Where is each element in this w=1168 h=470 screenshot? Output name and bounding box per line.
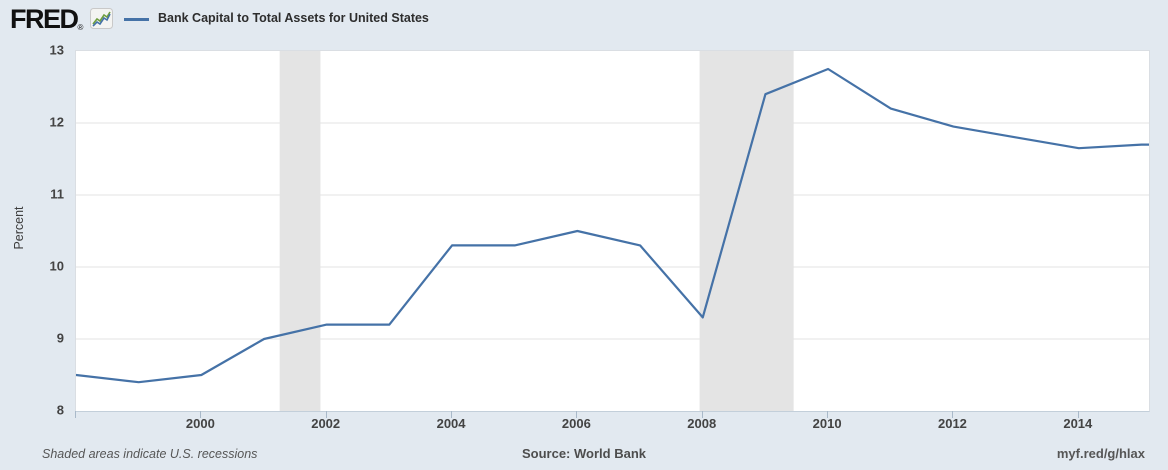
- x-tick-mark: [576, 411, 578, 418]
- recession-band: [279, 51, 321, 411]
- x-tick-mark: [1077, 411, 1079, 418]
- y-tick-label: 12: [49, 114, 64, 130]
- y-tick-label: 9: [56, 330, 64, 346]
- chart-title: Bank Capital to Total Assets for United …: [158, 11, 429, 25]
- x-tick-mark: [75, 411, 76, 418]
- y-tick-label: 8: [56, 402, 64, 418]
- fred-logo: FRED®: [10, 5, 83, 42]
- fred-logo-text: FRED: [10, 4, 79, 34]
- x-tick-mark: [827, 411, 829, 418]
- y-tick-label: 11: [50, 186, 64, 202]
- x-tick-mark: [952, 411, 954, 418]
- x-tick-label: 2006: [561, 416, 591, 431]
- recession-note: Shaded areas indicate U.S. recessions: [42, 447, 258, 461]
- permalink-text: myf.red/g/hlax: [1056, 446, 1145, 461]
- x-tick-label: 2012: [937, 416, 967, 431]
- line-chart: [76, 51, 1149, 411]
- x-tick-label: 2002: [311, 416, 341, 431]
- series-legend-dash: [124, 18, 149, 21]
- y-tick-label: 13: [49, 42, 64, 58]
- x-tick-label: 2014: [1063, 416, 1093, 431]
- x-tick-mark: [325, 411, 327, 418]
- x-tick-label: 2004: [436, 416, 466, 431]
- y-tick-label: 10: [49, 258, 64, 274]
- source-text: Source: World Bank: [521, 446, 646, 461]
- x-tick-mark: [200, 411, 202, 418]
- x-tick-label: 2008: [687, 416, 717, 431]
- x-tick-mark: [701, 411, 703, 418]
- data-line: [76, 67, 1149, 384]
- y-axis-label: Percent: [12, 206, 26, 250]
- registered-trademark: ®: [77, 23, 84, 32]
- recession-band: [699, 51, 794, 411]
- fred-sparkline-icon: [90, 8, 113, 29]
- plot-area: [75, 50, 1150, 412]
- x-tick-label: 2000: [185, 416, 215, 431]
- x-tick-label: 2010: [812, 416, 842, 431]
- x-tick-mark: [451, 411, 453, 418]
